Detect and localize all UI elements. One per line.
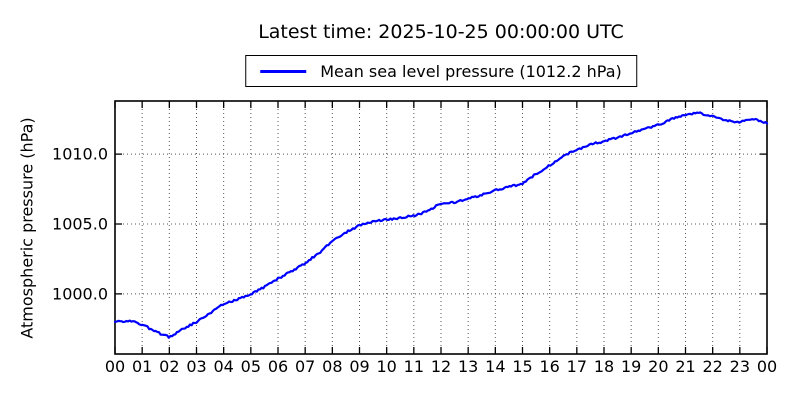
- x-tick-label: 09: [349, 357, 369, 376]
- x-tick-label: 15: [512, 357, 532, 376]
- y-tick-label: 1005.0: [52, 215, 108, 234]
- x-tick-label: 01: [132, 357, 152, 376]
- y-tick-label: 1010.0: [52, 145, 108, 164]
- y-axis-label: Atmospheric pressure (hPa): [17, 117, 37, 339]
- legend-line-sample-icon: [260, 69, 307, 73]
- x-tick-label: 16: [539, 357, 559, 376]
- x-tick-label: 13: [458, 357, 478, 376]
- x-tick-label: 17: [567, 357, 587, 376]
- chart-title: Latest time: 2025-10-25 00:00:00 UTC: [258, 21, 624, 43]
- x-tick-label: 07: [295, 357, 315, 376]
- x-tick-label: 04: [213, 357, 233, 376]
- x-tick-label: 12: [431, 357, 451, 376]
- x-tick-label: 19: [621, 357, 641, 376]
- x-tick-label: 23: [730, 357, 750, 376]
- x-tick-label: 05: [241, 357, 261, 376]
- x-tick-label: 00: [105, 357, 125, 376]
- legend: Mean sea level pressure (1012.2 hPa): [245, 55, 637, 87]
- x-tick-label: 22: [702, 357, 722, 376]
- x-tick-label: 10: [376, 357, 396, 376]
- x-tick-label: 21: [675, 357, 695, 376]
- x-tick-label: 20: [648, 357, 668, 376]
- y-tick-label: 1000.0: [52, 284, 108, 303]
- x-tick-label: 06: [268, 357, 288, 376]
- x-tick-label: 02: [159, 357, 179, 376]
- x-tick-label: 08: [322, 357, 342, 376]
- x-tick-label: 18: [594, 357, 614, 376]
- x-tick-label: 03: [186, 357, 206, 376]
- x-tick-label: 11: [404, 357, 424, 376]
- x-tick-label: 00: [757, 357, 777, 376]
- pressure-line: [113, 111, 769, 339]
- legend-label: Mean sea level pressure (1012.2 hPa): [320, 61, 622, 81]
- x-tick-label: 14: [485, 357, 505, 376]
